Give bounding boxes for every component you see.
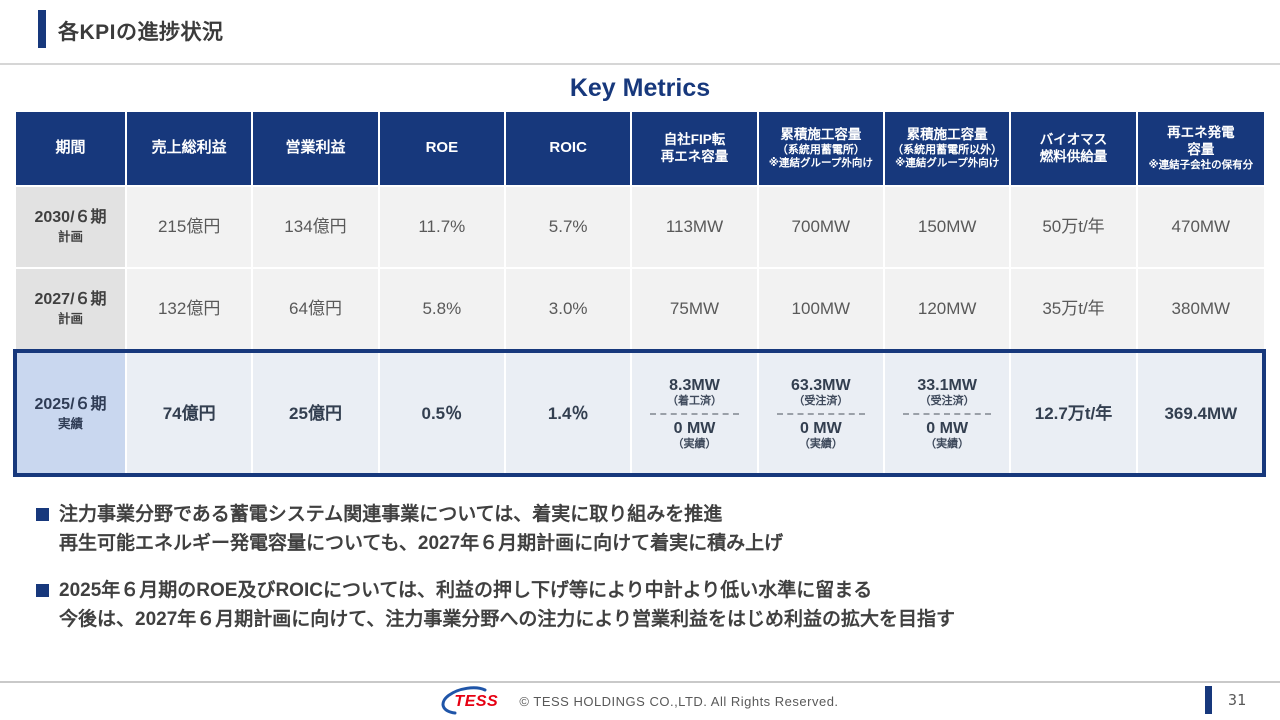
bullet-square-icon	[36, 508, 49, 521]
title-accent-bar	[38, 10, 46, 48]
period-cell-2030: 2030/６期 計画	[16, 187, 127, 269]
col-header-operating-profit: 営業利益	[253, 112, 380, 187]
page-accent-bar	[1204, 686, 1212, 714]
copyright-text: © TESS HOLDINGS CO.,LTD. All Rights Rese…	[519, 693, 839, 709]
tess-logo: TESS	[441, 686, 507, 716]
key-metrics-title: Key Metrics	[569, 74, 711, 102]
period-cell-2027: 2027/６期 計画	[16, 269, 127, 351]
value-cell: 700MW	[758, 187, 885, 269]
logo-text: TESS	[454, 693, 499, 710]
slide-header: 各KPIの進捗状況	[0, 0, 1280, 65]
logo-swoosh-icon	[441, 686, 487, 715]
value-cell: 113MW	[632, 187, 759, 269]
col-header-cumulative-grid-battery: 累積施工容量 （系統用蓄電所） ※連結グループ外向け	[758, 112, 885, 187]
summary-bullets: 注力事業分野である蓄電システム関連事業については、着実に取り組みを推進 再生可能…	[36, 500, 1256, 652]
value-cell: 3.0%	[506, 269, 633, 351]
value-cell: 380MW	[1137, 269, 1264, 351]
value-cell: 100MW	[758, 269, 885, 351]
dashed-divider	[776, 413, 866, 415]
split-value-cell: 8.3MW （着工済） 0 MW （実績）	[632, 351, 759, 477]
value-cell: 470MW	[1137, 187, 1264, 269]
col-header-period: 期間	[16, 112, 127, 187]
value-cell: 0.5％	[379, 351, 506, 477]
bullet-item: 2025年６月期のROE及びROICについては、利益の押し下げ等により中計より低…	[36, 576, 1256, 635]
bullet-text: 2025年６月期のROE及びROICについては、利益の押し下げ等により中計より低…	[59, 579, 955, 631]
value-cell: 12.7万t/年	[1011, 351, 1138, 477]
value-cell: 1.4％	[506, 351, 633, 477]
period-cell-2025: 2025/６期 実績	[16, 351, 127, 477]
value-cell: 35万t/年	[1011, 269, 1138, 351]
page-number-block: 31	[1204, 686, 1246, 714]
bullet-item: 注力事業分野である蓄電システム関連事業については、着実に取り組みを推進 再生可能…	[36, 500, 1256, 559]
value-cell: 132億円	[127, 269, 254, 351]
footer-divider	[0, 681, 1280, 683]
split-value-cell: 63.3MW （受注済） 0 MW （実績）	[758, 351, 885, 477]
split-value-cell: 33.1MW （受注済） 0 MW （実績）	[885, 351, 1012, 477]
value-cell: 75MW	[632, 269, 759, 351]
value-cell: 215億円	[127, 187, 254, 269]
value-cell: 25億円	[253, 351, 380, 477]
value-cell: 134億円	[253, 187, 380, 269]
value-cell: 369.4MW	[1137, 351, 1264, 477]
dashed-divider	[650, 413, 739, 415]
value-cell: 11.7%	[379, 187, 506, 269]
col-header-roic: ROIC	[506, 112, 633, 187]
value-cell: 64億円	[253, 269, 380, 351]
bullet-square-icon	[36, 583, 49, 597]
dashed-divider	[902, 413, 992, 415]
value-cell: 5.7%	[506, 187, 633, 269]
col-header-roe: ROE	[379, 112, 506, 187]
value-cell: 5.8%	[379, 269, 506, 351]
page-number: 31	[1227, 691, 1246, 709]
col-header-fip-capacity: 自社FIP転 再エネ容量	[632, 112, 759, 187]
col-header-biomass-fuel: バイオマス 燃料供給量	[1011, 112, 1138, 187]
footer: TESS © TESS HOLDINGS CO.,LTD. All Rights…	[0, 686, 1280, 716]
col-header-cumulative-other: 累積施工容量 （系統用蓄電所以外） ※連結グループ外向け	[885, 112, 1012, 187]
page-title: 各KPIの進捗状況	[58, 21, 224, 44]
value-cell: 120MW	[885, 269, 1012, 351]
value-cell: 50万t/年	[1011, 187, 1138, 269]
kpi-table: 期間 売上総利益 営業利益 ROE ROIC 自社FIP転 再エネ容量 累積施工…	[16, 112, 1264, 477]
col-header-gross-profit: 売上総利益	[127, 112, 254, 187]
header-divider	[0, 63, 1280, 65]
bullet-text: 注力事業分野である蓄電システム関連事業については、着実に取り組みを推進 再生可能…	[59, 504, 784, 555]
col-header-renewable-capacity: 再エネ発電 容量 ※連結子会社の保有分	[1137, 112, 1264, 187]
value-cell: 74億円	[127, 351, 254, 477]
value-cell: 150MW	[885, 187, 1012, 269]
